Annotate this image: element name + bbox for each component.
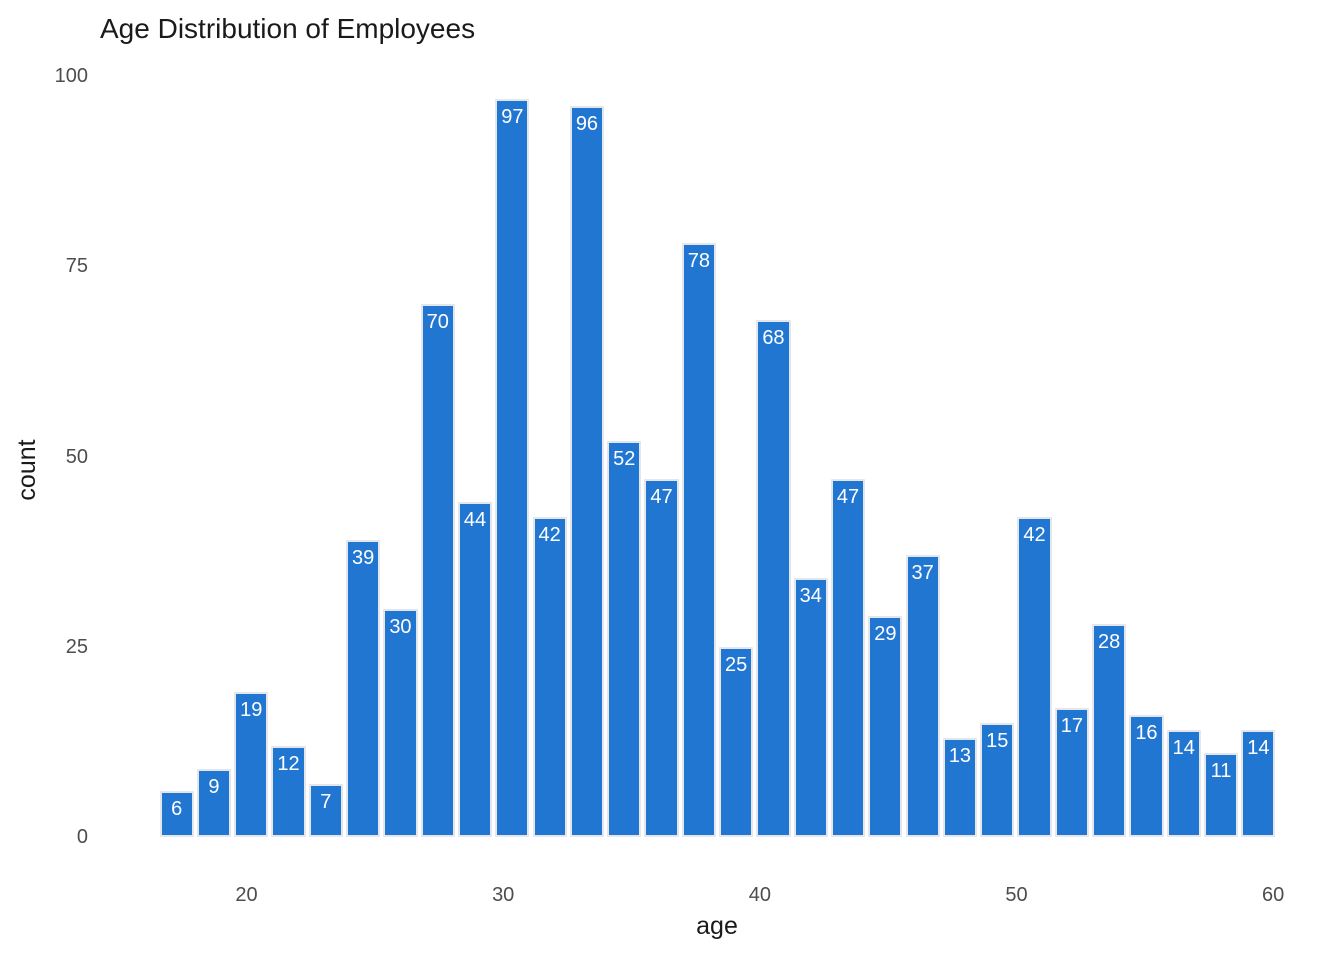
bar-value-label: 29	[874, 623, 897, 646]
histogram-bar: 25	[719, 646, 754, 837]
chart-title: Age Distribution of Employees	[100, 13, 476, 44]
histogram-bar: 47	[830, 479, 866, 837]
bar-value-label: 9	[208, 775, 220, 798]
bar-value-label: 11	[1210, 760, 1232, 783]
y-tick-label: 50	[65, 445, 88, 468]
bar-value-label: 19	[240, 699, 263, 722]
x-tick-label: 40	[748, 884, 771, 906]
histogram-bar: 12	[271, 745, 306, 837]
histogram-bar: 14	[1241, 730, 1276, 837]
bar-value-label: 17	[1060, 714, 1083, 737]
x-tick-label: 30	[492, 884, 515, 906]
bar-value-label: 14	[1172, 737, 1195, 760]
bar-value-label: 16	[1135, 722, 1158, 745]
bar-value-label: 25	[725, 653, 748, 676]
bar-value-label: 78	[687, 250, 710, 273]
histogram-bar: 96	[569, 106, 605, 837]
x-tick-label: 60	[1262, 884, 1285, 906]
bar-value-label: 97	[501, 105, 524, 128]
y-tick-label: 25	[65, 635, 88, 658]
bar-value-label: 44	[463, 509, 487, 532]
histogram-bar: 42	[1017, 517, 1052, 837]
bar-value-label: 42	[1023, 524, 1046, 547]
bar-value-label: 30	[389, 615, 412, 638]
histogram-bar: 37	[905, 555, 940, 837]
histogram-bar: 44	[457, 502, 493, 837]
bar-value-label: 39	[352, 547, 375, 570]
histogram-bar: 47	[644, 479, 679, 837]
y-tick-label: 75	[65, 255, 88, 278]
histogram-bar: 34	[793, 578, 828, 837]
histogram-bar: 9	[196, 768, 232, 837]
histogram-bar: 39	[346, 540, 381, 837]
histogram-bar: 97	[495, 98, 530, 837]
histogram-bar: 13	[942, 738, 978, 837]
histogram-bar: 19	[234, 692, 269, 837]
histogram-bar: 70	[420, 304, 455, 837]
histogram-bar: 28	[1092, 623, 1127, 837]
x-tick-label: 50	[1005, 884, 1028, 906]
histogram-bar: 14	[1166, 730, 1201, 837]
bar-value-label: 14	[1247, 737, 1270, 760]
bar-value-label: 52	[613, 448, 636, 471]
histogram-bar: 11	[1203, 753, 1239, 837]
bar-value-label: 47	[650, 486, 673, 509]
y-tick-label: 100	[54, 65, 88, 87]
bar-value-label: 96	[575, 113, 599, 136]
histogram-bar: 30	[383, 608, 418, 837]
bar-value-label: 68	[762, 326, 785, 349]
bar-value-label: 28	[1098, 630, 1121, 653]
bar-value-label: 13	[948, 745, 972, 768]
plot-area: 6 9 19 12 7 39 30 70 44 97 42 96 52 47 78 25 68 34 47 29 37 1…	[158, 76, 1277, 837]
histogram-bar: 17	[1054, 707, 1089, 837]
bar-value-label: 47	[836, 486, 860, 509]
y-tick-label: 0	[76, 826, 88, 848]
bar-value-label: 15	[986, 729, 1009, 752]
histogram-bar: 78	[681, 243, 716, 837]
histogram-bar: 7	[308, 783, 343, 837]
histogram-bar: 6	[159, 791, 194, 837]
histogram-bar: 29	[868, 616, 903, 837]
x-axis-title: age	[696, 912, 738, 940]
bar-value-label: 6	[171, 798, 183, 821]
histogram-bar: 68	[756, 319, 791, 837]
bar-value-label: 7	[320, 790, 332, 813]
histogram-bar: 42	[532, 517, 567, 837]
bar-value-label: 12	[277, 752, 300, 775]
bar-value-label: 70	[426, 311, 449, 334]
x-tick-label: 20	[235, 884, 258, 906]
bar-value-label: 42	[538, 524, 561, 547]
bar-value-label: 34	[799, 585, 822, 608]
histogram-bar: 16	[1129, 715, 1164, 837]
bar-value-label: 37	[911, 562, 934, 585]
histogram-bar: 15	[980, 722, 1015, 837]
histogram-bar: 52	[607, 441, 642, 837]
